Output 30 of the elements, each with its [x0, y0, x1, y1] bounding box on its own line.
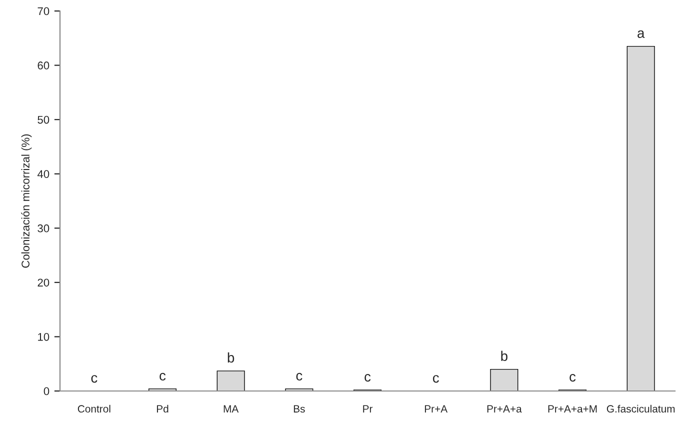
y-tick-label: 30	[38, 224, 50, 232]
annotation: c	[160, 372, 166, 381]
x-tick-label: Bs	[294, 405, 305, 413]
annotation: c	[364, 374, 371, 382]
y-tick-label: 0	[44, 387, 50, 396]
annotation: c	[432, 375, 439, 383]
x-tick-label: Pd	[156, 404, 168, 413]
y-tick-label: 50	[38, 116, 50, 124]
annotation: b	[501, 350, 508, 361]
annotation: c	[570, 374, 576, 382]
annotation: c	[296, 372, 302, 381]
x-tick-label: Pr+A+a+M	[548, 405, 597, 413]
y-axis-title: Colonización micorrizal (%)	[21, 134, 32, 268]
annotation: c	[91, 375, 98, 383]
bar	[490, 368, 518, 391]
y-tick-label: 20	[38, 278, 50, 287]
y-tick-label: 40	[37, 170, 50, 178]
x-tick-label: G.fasciculatum	[606, 404, 675, 413]
x-tick-label: Pr+A	[424, 405, 448, 412]
x-tick-label: MA	[224, 405, 239, 412]
y-tick-label: 70	[38, 7, 50, 16]
bar	[626, 46, 655, 391]
x-tick-label: Pr	[363, 405, 373, 412]
y-tick-label: 10	[38, 332, 50, 341]
annotation: a	[638, 30, 645, 38]
x-tick-label: Pr+A+a	[487, 405, 522, 413]
bar	[216, 370, 245, 391]
y-tick-label: 60	[38, 62, 50, 70]
x-tick-label: Control	[78, 404, 110, 413]
annotation: b	[228, 352, 234, 363]
